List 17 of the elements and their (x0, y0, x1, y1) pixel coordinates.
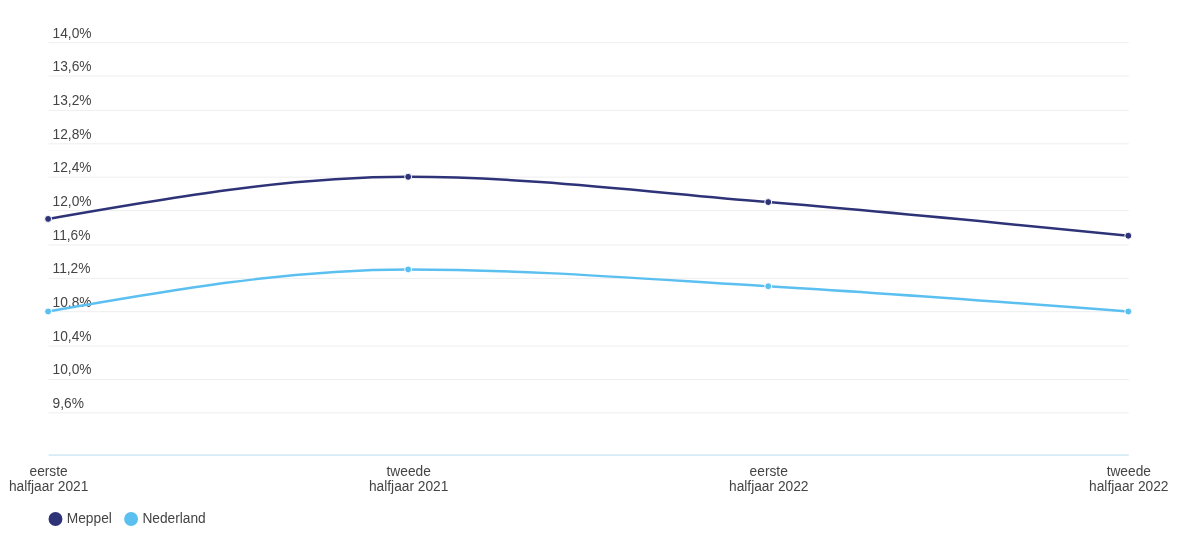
x-tick-label: tweede halfjaar 2022 (1089, 463, 1169, 495)
legend-label: Meppel (66, 510, 112, 526)
y-tick-label: 11,6% (52, 227, 91, 243)
y-tick-label: 10,4% (52, 328, 92, 344)
y-tick-label: 12,8% (52, 126, 92, 142)
y-tick-label: 13,6% (52, 59, 92, 75)
y-tick-label: 9,6% (52, 396, 84, 412)
y-tick-label: 12,0% (52, 194, 92, 210)
y-tick-label: 11,2% (52, 261, 91, 277)
x-tick-label: tweede halfjaar 2021 (368, 463, 449, 495)
x-tick-label: eerste halfjaar 2022 (729, 463, 809, 495)
y-tick-label: 14,0% (52, 25, 92, 41)
y-tick-label: 13,2% (52, 93, 92, 109)
y-tick-label: 10,0% (52, 362, 92, 378)
legend-label: Nederland (142, 510, 206, 526)
y-tick-label: 12,4% (52, 160, 92, 176)
x-tick-label: eerste halfjaar 2021 (8, 463, 89, 495)
